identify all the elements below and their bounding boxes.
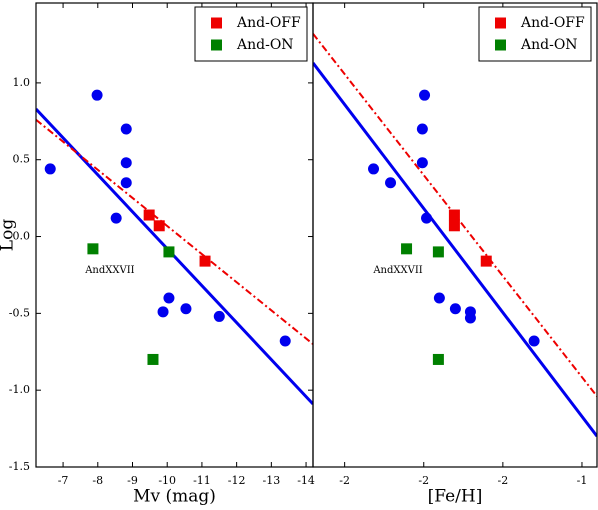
x-axis-label: [Fe/H] bbox=[428, 487, 483, 507]
y-tick-label: 0.0 bbox=[13, 230, 31, 243]
legend-marker bbox=[211, 39, 222, 51]
legend-box bbox=[478, 6, 592, 62]
plot-area bbox=[313, 33, 597, 438]
circle-point bbox=[110, 212, 122, 224]
x-tick-label: -10 bbox=[158, 474, 176, 487]
x-tick-label: -7 bbox=[58, 474, 69, 487]
x-tick-label: -13 bbox=[262, 474, 280, 487]
panel: -2 -2 -2 -1 [Fe/H] AndXXVII And-OFF And-ON bbox=[312, 2, 598, 507]
circle-point bbox=[528, 335, 540, 347]
circle-point bbox=[416, 157, 428, 169]
x-tick-label: -14 bbox=[297, 474, 315, 487]
x-tick-label: -9 bbox=[127, 474, 138, 487]
legend-box bbox=[194, 6, 308, 62]
circle-point bbox=[180, 303, 192, 315]
legend-marker bbox=[495, 17, 506, 29]
legend-label: And-ON bbox=[520, 37, 578, 53]
square-point bbox=[87, 243, 99, 255]
legend-label: And-ON bbox=[236, 37, 294, 53]
circle-point bbox=[44, 163, 56, 175]
circle-point bbox=[464, 312, 476, 324]
square-point bbox=[199, 255, 211, 267]
square-point bbox=[432, 246, 444, 258]
square-point bbox=[448, 220, 460, 232]
x-tick-label: -11 bbox=[193, 474, 211, 487]
square-point bbox=[401, 243, 413, 255]
square-point bbox=[143, 209, 155, 221]
circle-point bbox=[91, 89, 103, 101]
circle-point bbox=[416, 123, 428, 135]
annotation: AndXXVII bbox=[372, 265, 422, 276]
circle-point bbox=[120, 177, 132, 189]
y-tick-label: -1.5 bbox=[9, 460, 30, 473]
circle-point bbox=[385, 177, 397, 189]
legend-marker bbox=[495, 39, 506, 51]
fit-line bbox=[36, 107, 313, 406]
circle-point bbox=[419, 89, 431, 101]
circle-point bbox=[157, 306, 169, 318]
circle-point bbox=[368, 163, 380, 175]
legend-label: And-OFF bbox=[236, 15, 301, 31]
square-point bbox=[448, 209, 460, 221]
circle-point bbox=[279, 335, 291, 347]
y-axis-label: Log bbox=[0, 219, 18, 252]
axes-frame bbox=[312, 2, 598, 468]
square-point bbox=[147, 353, 159, 365]
circle-point bbox=[120, 123, 132, 135]
x-tick-label: -2 bbox=[339, 474, 350, 487]
circle-point bbox=[120, 157, 132, 169]
circle-point bbox=[433, 292, 445, 304]
circle-point bbox=[213, 310, 225, 322]
square-point bbox=[480, 255, 492, 267]
x-axis-label: Mv (mag) bbox=[133, 487, 216, 507]
y-tick-label: 0.5 bbox=[13, 153, 31, 166]
panel: -7 -8 -9 -10 -11 -12 -13 -14 -1.5 -1.0 -0.5 0.0 0.5 1… bbox=[0, 2, 315, 507]
x-tick-label: -2 bbox=[418, 474, 429, 487]
x-tick-label: -8 bbox=[92, 474, 103, 487]
legend-marker bbox=[211, 17, 222, 29]
annotation: AndXXVII bbox=[84, 265, 134, 276]
legend-label: And-OFF bbox=[520, 15, 585, 31]
x-tick-label: -1 bbox=[577, 474, 588, 487]
x-tick-label: -12 bbox=[228, 474, 246, 487]
circle-point bbox=[421, 212, 433, 224]
x-tick-label: -2 bbox=[498, 474, 509, 487]
circle-point bbox=[163, 292, 175, 304]
y-tick-label: -0.5 bbox=[9, 306, 30, 319]
square-point bbox=[163, 246, 175, 258]
square-point bbox=[432, 353, 444, 365]
plot-area bbox=[36, 89, 313, 406]
y-tick-label: 1.0 bbox=[13, 76, 31, 89]
y-tick-label: -1.0 bbox=[9, 383, 30, 396]
square-point bbox=[153, 220, 165, 232]
axes-frame bbox=[35, 2, 314, 468]
circle-point bbox=[449, 303, 461, 315]
fit-line bbox=[313, 62, 597, 438]
